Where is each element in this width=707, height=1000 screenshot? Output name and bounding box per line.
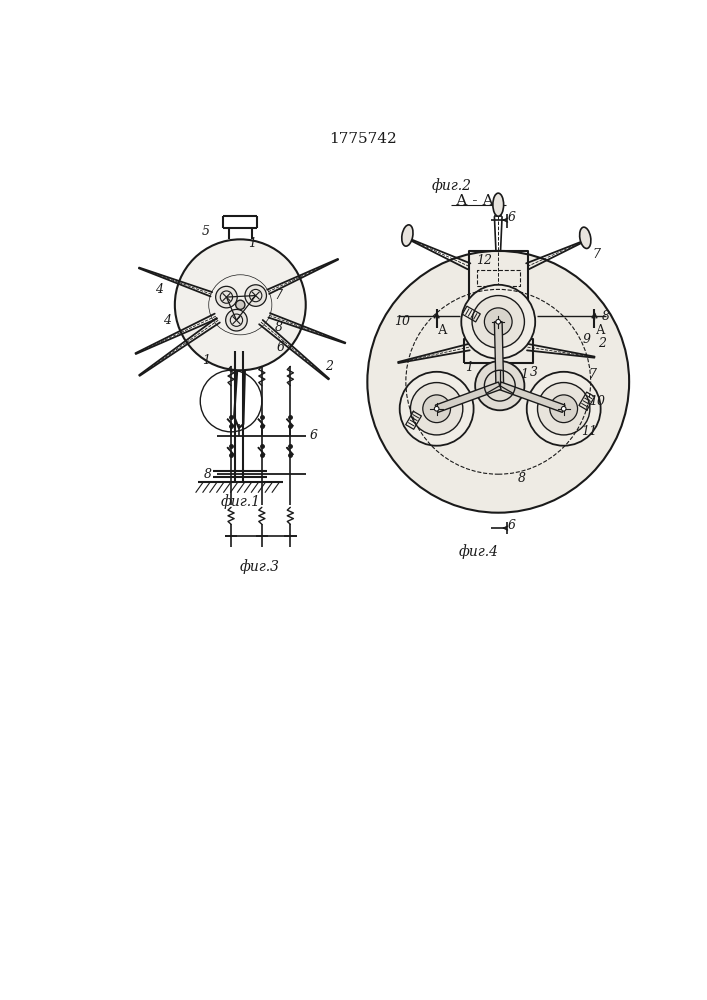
Text: 4: 4	[156, 283, 163, 296]
Text: 8: 8	[275, 321, 283, 334]
Circle shape	[226, 309, 247, 331]
Text: 3: 3	[530, 366, 537, 379]
Circle shape	[475, 361, 525, 410]
Circle shape	[399, 372, 474, 446]
Text: фиг.4: фиг.4	[459, 544, 499, 559]
Polygon shape	[494, 322, 503, 386]
Text: А: А	[596, 324, 605, 337]
Circle shape	[537, 383, 590, 435]
Text: 1: 1	[520, 368, 527, 381]
Circle shape	[423, 395, 450, 423]
Polygon shape	[498, 382, 565, 412]
Text: 10: 10	[589, 395, 604, 408]
Circle shape	[527, 372, 601, 446]
Text: фиг.2: фиг.2	[432, 178, 472, 193]
Polygon shape	[436, 382, 501, 412]
Text: 2: 2	[598, 337, 606, 350]
Text: 10: 10	[394, 315, 410, 328]
Text: 6: 6	[510, 370, 518, 383]
Text: А: А	[438, 324, 448, 337]
Ellipse shape	[402, 225, 413, 246]
Text: 12: 12	[477, 254, 492, 267]
Text: фиг.1: фиг.1	[221, 494, 260, 509]
Text: 2: 2	[325, 360, 333, 373]
Text: 6: 6	[310, 429, 317, 442]
Circle shape	[216, 286, 238, 308]
Circle shape	[368, 251, 629, 513]
Circle shape	[175, 239, 305, 370]
Circle shape	[496, 319, 501, 324]
Circle shape	[411, 383, 463, 435]
Text: 8: 8	[204, 468, 212, 481]
Text: 1: 1	[465, 361, 473, 374]
Text: 6: 6	[276, 341, 284, 354]
Circle shape	[550, 395, 578, 423]
Ellipse shape	[493, 371, 503, 393]
Circle shape	[245, 285, 267, 306]
Text: 4: 4	[163, 314, 171, 327]
Text: 7: 7	[275, 289, 283, 302]
Text: 1: 1	[201, 354, 210, 367]
Ellipse shape	[580, 227, 591, 248]
Text: 8: 8	[518, 472, 525, 485]
Text: 9: 9	[583, 333, 591, 346]
Text: 6: 6	[508, 211, 516, 224]
Circle shape	[561, 406, 566, 411]
Text: фиг.3: фиг.3	[240, 559, 279, 574]
Text: 5: 5	[201, 225, 210, 238]
Text: 1: 1	[248, 237, 256, 250]
Text: 8: 8	[602, 310, 610, 323]
Ellipse shape	[493, 193, 503, 216]
Circle shape	[484, 308, 512, 336]
Circle shape	[434, 406, 439, 411]
Text: 11: 11	[581, 425, 597, 438]
Circle shape	[235, 300, 245, 309]
Text: 6: 6	[508, 519, 516, 532]
Circle shape	[461, 285, 535, 359]
Circle shape	[472, 296, 525, 348]
Text: 7: 7	[588, 368, 596, 381]
Text: 1775742: 1775742	[329, 132, 397, 146]
Text: А - А: А - А	[456, 194, 494, 208]
Text: 7: 7	[592, 248, 601, 261]
